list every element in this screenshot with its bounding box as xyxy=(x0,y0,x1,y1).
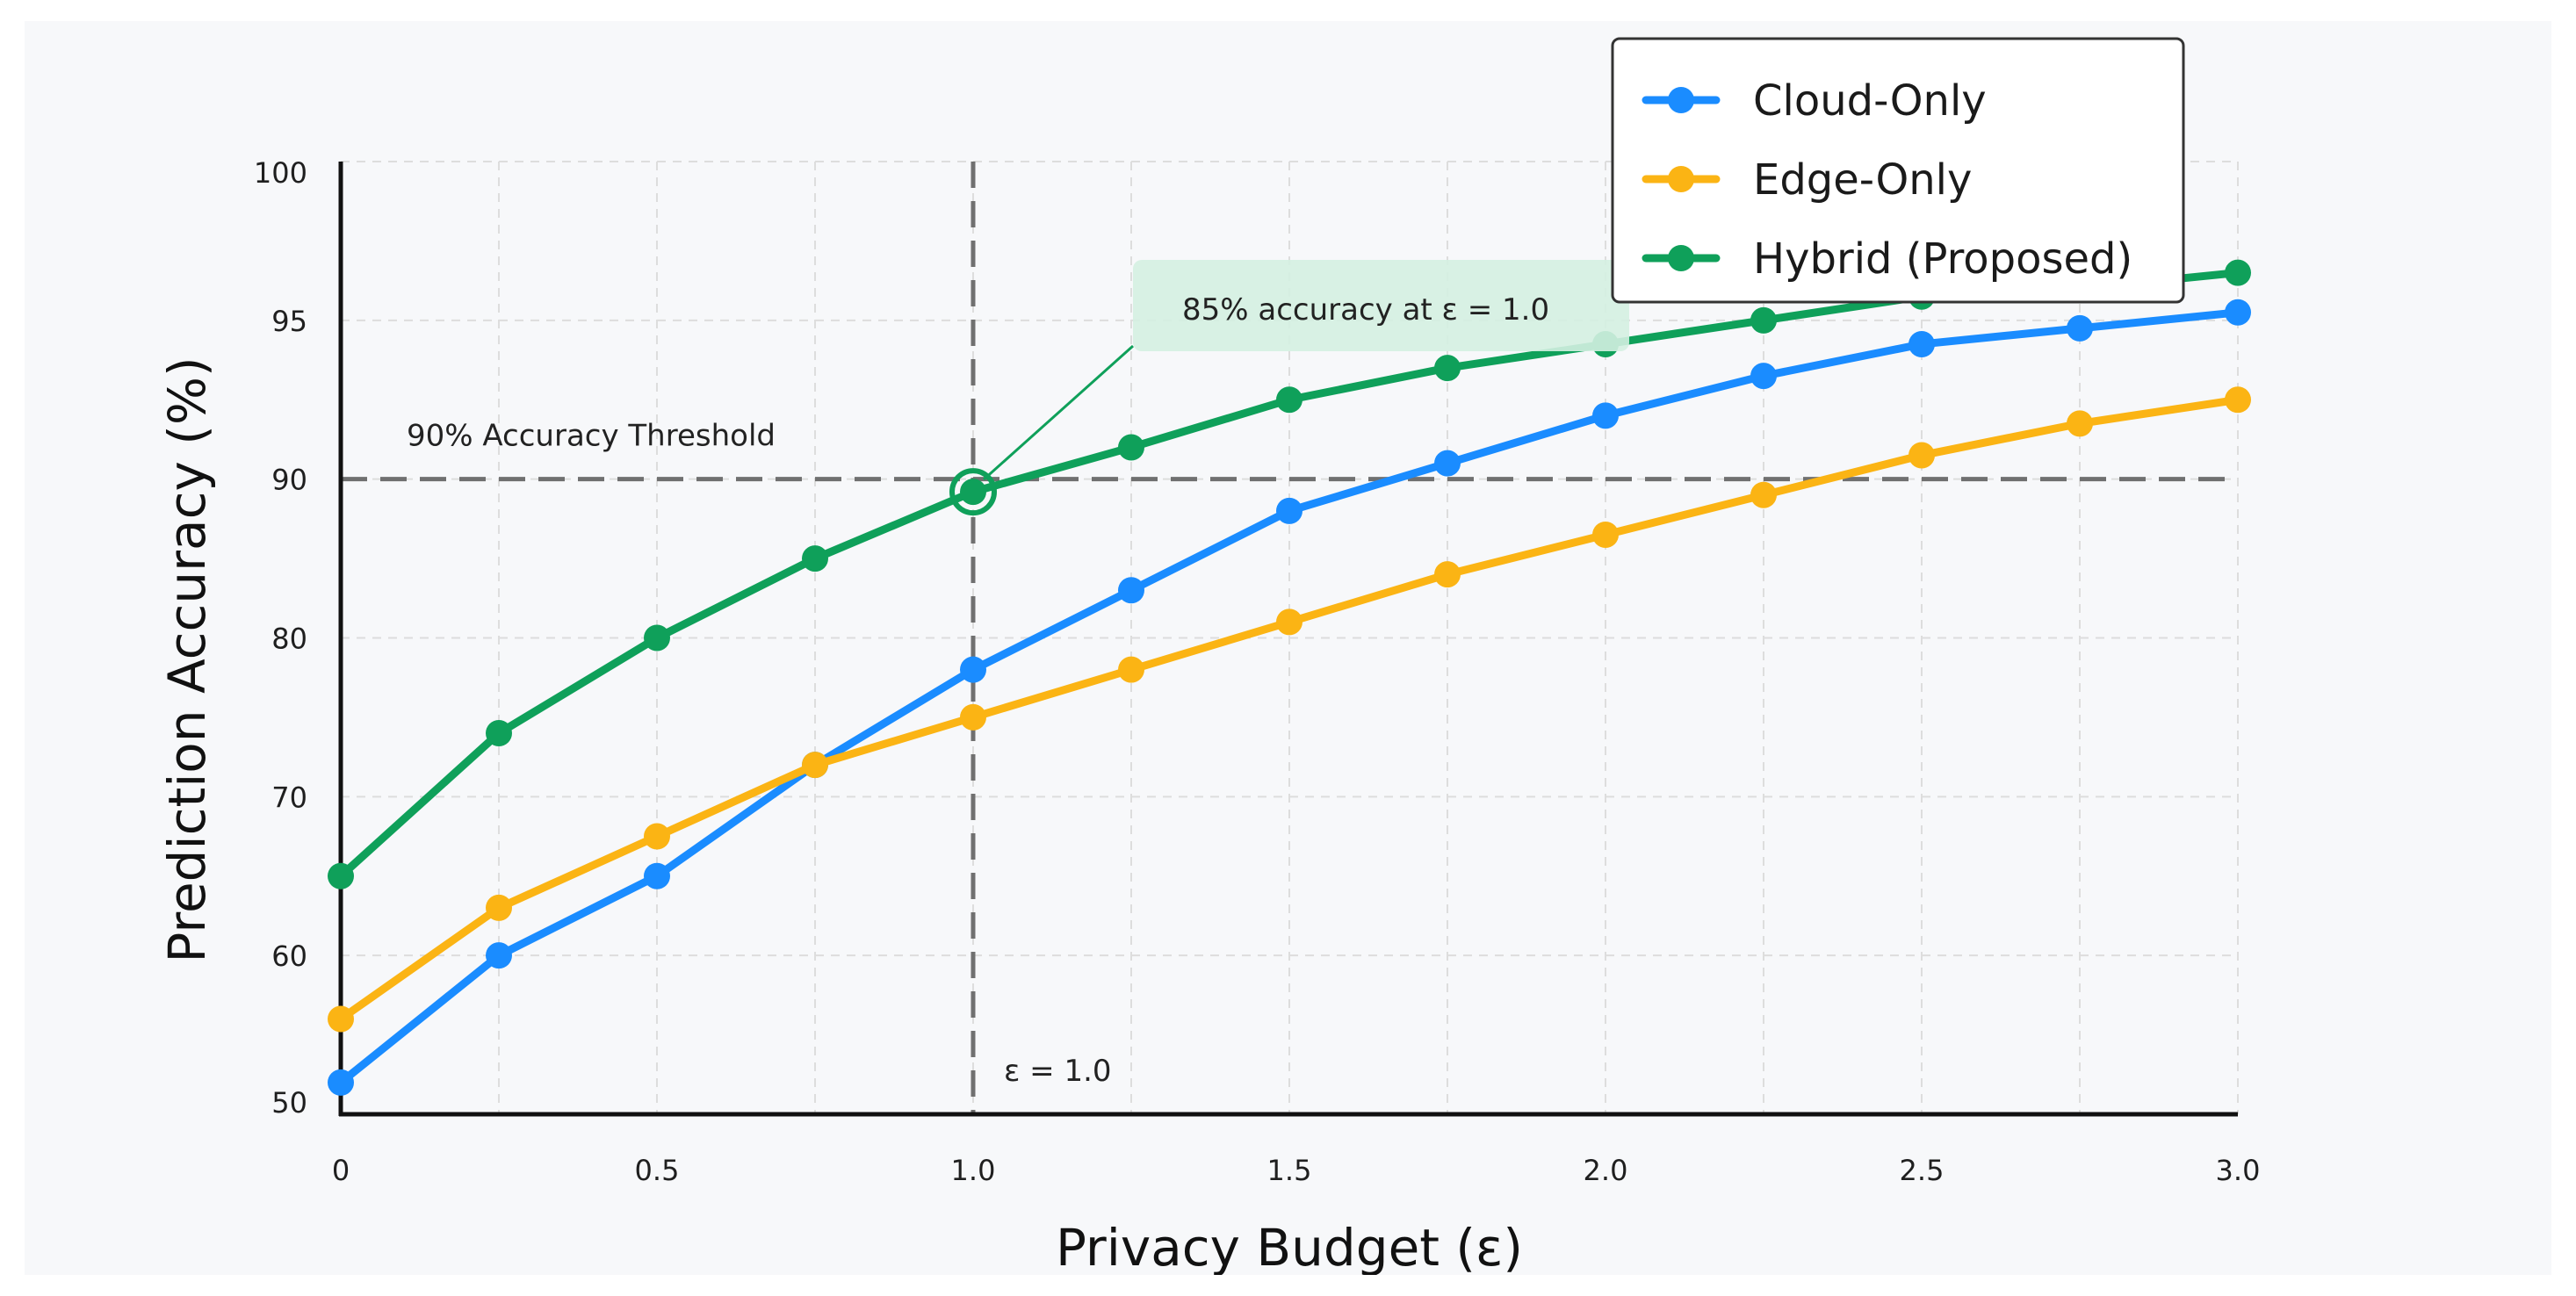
reference-lines: 90% Accuracy Threshold ε = 1.0 xyxy=(341,162,2238,1114)
annotations: 85% accuracy at ε = 1.0 xyxy=(949,260,1629,516)
threshold-label: 90% Accuracy Threshold xyxy=(407,419,776,454)
data-point xyxy=(486,720,512,746)
data-point xyxy=(2225,299,2251,326)
epsilon-reference-label: ε = 1.0 xyxy=(1004,1054,1112,1089)
legend-box xyxy=(1611,37,2185,304)
data-point xyxy=(960,479,986,506)
data-point xyxy=(802,545,828,572)
y-tick-label: 50 xyxy=(271,1086,307,1120)
data-point xyxy=(328,1005,354,1033)
data-point xyxy=(2067,314,2093,342)
data-point xyxy=(1434,561,1461,588)
y-tick-label: 80 xyxy=(271,623,307,656)
data-point xyxy=(644,624,670,652)
legend-item: Edge-Only xyxy=(1642,155,1972,205)
x-tick-label: 2.0 xyxy=(1584,1154,1628,1187)
data-point xyxy=(1276,497,1302,524)
legend: Cloud-Only Edge-Only Hybrid (Proposed) xyxy=(1611,37,2185,304)
data-point xyxy=(1276,608,1302,636)
callout-leader xyxy=(982,344,1135,481)
y-tick-label: 100 xyxy=(254,156,307,190)
x-tick-label: 0 xyxy=(332,1154,350,1187)
callout-text: 85% accuracy at ε = 1.0 xyxy=(1182,292,1549,328)
data-point xyxy=(1750,363,1777,390)
data-point xyxy=(960,703,986,731)
data-point xyxy=(1118,577,1144,604)
legend-label: Cloud-Only xyxy=(1753,76,1987,126)
x-tick-label: 2.5 xyxy=(1900,1154,1945,1187)
legend-swatch-marker xyxy=(1668,87,1694,113)
y-tick-label: 60 xyxy=(271,940,307,973)
legend-swatch-marker xyxy=(1668,166,1694,192)
x-tick-label: 1.5 xyxy=(1267,1154,1312,1187)
series-group xyxy=(328,386,2251,1033)
data-point xyxy=(1434,355,1461,382)
data-point xyxy=(1118,434,1144,461)
data-point xyxy=(1909,442,1935,469)
data-point xyxy=(328,1069,354,1096)
data-point xyxy=(1118,656,1144,683)
x-tick-label: 3.0 xyxy=(2216,1154,2261,1187)
x-axis-title: Privacy Budget (ε) xyxy=(1056,1218,1523,1275)
y-axis-title: Prediction Accuracy (%) xyxy=(157,356,217,962)
x-tick-label: 0.5 xyxy=(635,1154,680,1187)
data-point xyxy=(1909,330,1935,357)
data-point xyxy=(644,862,670,889)
callout-box xyxy=(1133,260,1629,351)
data-point xyxy=(1592,521,1619,548)
data-point xyxy=(1592,402,1619,429)
data-point xyxy=(644,823,670,850)
data-point xyxy=(960,656,986,683)
legend-label: Hybrid (Proposed) xyxy=(1753,234,2132,284)
axes: 50 60 70 80 90 95 100 0 0.5 1.0 1.5 2.0 2.5 3.0 Privac… xyxy=(157,156,2260,1275)
legend-swatch-marker xyxy=(1668,245,1694,271)
data-point xyxy=(802,752,828,779)
data-point xyxy=(1750,306,1777,334)
y-tick-label: 70 xyxy=(271,781,307,814)
data-point xyxy=(2225,259,2251,286)
highlight-ring xyxy=(949,468,997,516)
x-tick-label: 1.0 xyxy=(951,1154,996,1187)
legend-label: Edge-Only xyxy=(1753,155,1972,205)
data-point xyxy=(486,894,512,921)
data-point xyxy=(1276,386,1302,414)
legend-item: Cloud-Only xyxy=(1642,76,1987,126)
line-chart: 90% Accuracy Threshold ε = 1.0 50 60 70 80 90… xyxy=(157,37,2260,1275)
data-point xyxy=(2067,410,2093,437)
data-point xyxy=(1434,450,1461,477)
data-point xyxy=(486,942,512,969)
legend-item: Hybrid (Proposed) xyxy=(1642,234,2132,284)
data-point xyxy=(1750,481,1777,508)
data-point xyxy=(2225,386,2251,414)
y-tick-label: 95 xyxy=(271,305,307,338)
chart-panel: 90% Accuracy Threshold ε = 1.0 50 60 70 80 90… xyxy=(25,21,2551,1275)
data-point xyxy=(328,862,354,889)
y-tick-label: 90 xyxy=(271,464,307,497)
